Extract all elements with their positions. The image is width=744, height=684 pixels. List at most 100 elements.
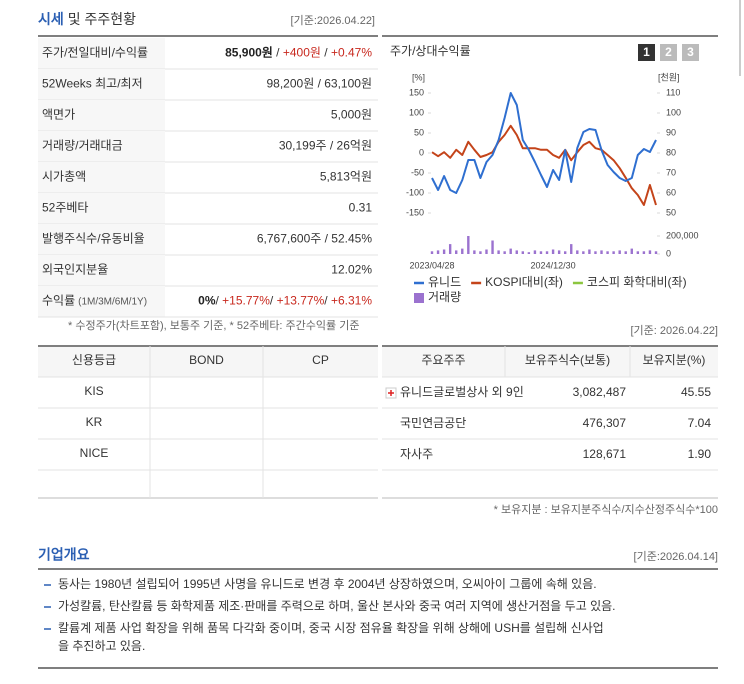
legend-label: 유니드	[428, 275, 461, 289]
volume-bar	[461, 248, 464, 254]
row-label: 발행주식수/유동비율	[42, 231, 145, 246]
x-tick-label: 2023/04/28	[409, 260, 454, 270]
row-label: 거래량/거래대금	[42, 139, 123, 153]
label-cell	[38, 255, 165, 286]
label-cell	[38, 38, 165, 69]
volume-bar	[455, 250, 458, 254]
volume-bar	[515, 250, 518, 254]
y2-tick-label: 110	[666, 87, 680, 97]
y-tick-label: 0	[419, 147, 424, 157]
credit-cell: KR	[86, 415, 103, 429]
label: 발행주식수/유동비율	[42, 231, 145, 246]
date: [기준:2026.04.14]	[634, 550, 718, 563]
section-title: 기업개요	[38, 547, 90, 563]
holder-shares: 476,307	[583, 416, 627, 430]
value-part: +0.47%	[331, 46, 372, 60]
overview-list: 동사는 1980년 설립되어 1995년 사명을 유니드로 변경 후 2004년…	[44, 577, 615, 653]
period-button[interactable]	[682, 44, 699, 61]
volume-bar	[624, 251, 627, 254]
period-button[interactable]	[638, 44, 655, 61]
label: 주가/전일대비/수익률	[42, 46, 148, 60]
value-part: 98,200원 / 63,100원	[267, 77, 373, 91]
header-bg	[38, 347, 378, 377]
volume-bar	[442, 249, 446, 254]
label-cell	[38, 69, 165, 100]
period-button-label: 2	[665, 45, 672, 59]
x-tick-label: 2024/12/30	[531, 260, 576, 270]
volume-bar	[636, 251, 640, 254]
volume-tick-label: 200,000	[666, 230, 699, 240]
row-label: 주가/전일대비/수익률	[42, 46, 148, 60]
row-value: 85,900원 / +400원 / +0.47%	[225, 46, 372, 60]
volume-bar	[612, 251, 615, 254]
row-label: 수익률 (1M/3M/6M/1Y)	[42, 294, 147, 308]
volume-bar	[436, 250, 440, 254]
label: 액면가	[42, 108, 75, 122]
volume-bar	[491, 240, 494, 254]
y-tick-label: 100	[409, 107, 424, 117]
value-part: 0%	[198, 294, 216, 308]
volume-bar	[563, 251, 567, 254]
row-value: 30,199주 / 26억원	[279, 139, 372, 153]
footnote: * 수정주가(차트포함), 보통주 기준, * 52주베타: 주간수익률 기준	[68, 319, 359, 332]
y2-tick-label: 70	[666, 167, 676, 177]
series-line	[431, 124, 657, 206]
row-value: 0.31	[349, 201, 373, 215]
value-part: 6,767,600주 / 52.45%	[257, 232, 372, 246]
label: 외국인지분율	[42, 263, 108, 277]
y-tick-label: -150	[406, 207, 424, 217]
legend-label: 코스피 화학대비(좌)	[587, 275, 687, 289]
holder-ratio: 45.55	[681, 385, 711, 399]
period-button[interactable]	[660, 44, 677, 61]
volume-bar	[557, 250, 561, 254]
value-part: /	[321, 46, 331, 60]
row-value: 6,767,600주 / 52.45%	[257, 232, 372, 246]
row-value: 98,200원 / 63,100원	[267, 77, 373, 91]
volume-bar	[503, 251, 506, 254]
value-part: 30,199주 / 26억원	[279, 139, 372, 153]
title-rest: 및 주주현황	[68, 11, 136, 27]
volume-bar	[582, 251, 585, 254]
value-part: +13.77%	[277, 294, 325, 308]
row-value: 5,813억원	[320, 170, 372, 184]
overview-text: 동사는 1980년 설립되어 1995년 사명을 유니드로 변경 후 2004년…	[58, 577, 597, 591]
volume-bar	[606, 251, 609, 254]
y2-tick-label: 100	[666, 107, 681, 117]
volume-bar	[648, 250, 652, 254]
y2-axis-unit: [천원]	[658, 72, 680, 82]
column-header: CP	[312, 353, 329, 367]
holder-shares: 128,671	[583, 447, 627, 461]
column-header: 주요주주	[421, 353, 465, 367]
value-part: /	[324, 294, 331, 308]
volume-bar	[479, 251, 482, 254]
volume-bar	[539, 251, 543, 254]
holder-name: 국민연금공단	[400, 416, 466, 430]
value-part: +6.31%	[331, 294, 372, 308]
value-part: 0.31	[349, 201, 373, 215]
row-value: 12.02%	[331, 263, 372, 277]
holder-ratio: 7.04	[688, 416, 712, 430]
volume-bar	[545, 251, 549, 254]
value-part: /	[270, 294, 277, 308]
holder-name: 자사주	[400, 447, 433, 461]
expand-icon-plus	[388, 390, 394, 396]
volume-bar	[600, 250, 603, 254]
holder-ratio: 1.90	[688, 447, 712, 461]
label-cell	[38, 162, 165, 193]
series-line	[431, 92, 657, 194]
row-label: 52주베타	[42, 201, 88, 215]
period-button-label: 1	[643, 45, 650, 59]
y-axis-unit: [%]	[412, 72, 425, 82]
period-button-label: 3	[687, 45, 694, 59]
label-cell	[38, 224, 165, 255]
volume-bar	[448, 244, 452, 254]
column-header: BOND	[189, 353, 224, 367]
value-part: 85,900원	[225, 46, 273, 60]
footnote: * 보유지분 : 보유지분주식수/지수산정주식수*100	[494, 503, 718, 516]
title-main: 시세	[38, 11, 64, 27]
volume-tick-label: 0	[666, 248, 671, 258]
label: 수익률	[42, 294, 75, 308]
holder-shares: 3,082,487	[573, 385, 627, 399]
